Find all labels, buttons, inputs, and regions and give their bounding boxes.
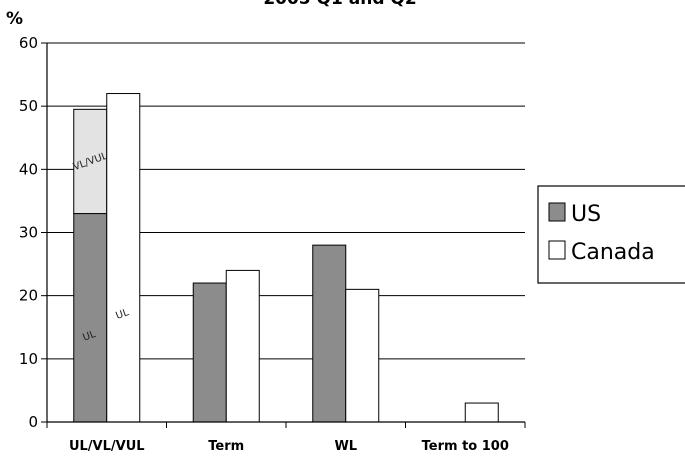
bar-canada-0 [106,93,141,423]
x-axis-labels: UL/VL/VUL Term WL Term to 100 [69,439,509,454]
y-tick-label-50: 50 [19,97,38,115]
bar-us-2 [312,244,347,423]
legend-swatch-us [548,202,566,222]
y-tick-label-0: 0 [28,413,38,431]
legend: US Canada [537,185,685,284]
x-tick-label-2: WL [334,439,357,454]
legend-swatch-canada [548,240,566,260]
bar-canada-1 [225,269,260,423]
legend-label-us: US [571,202,601,227]
bar-canada-2 [345,288,380,423]
y-tick-label-60: 60 [19,34,38,52]
y-tick-label-10: 10 [19,350,38,368]
x-tick-label-3: Term to 100 [422,439,509,454]
y-tick-label-30: 30 [19,224,38,242]
segment-label-ul-canada: UL [114,307,130,322]
bar-us-1 [192,282,227,423]
legend-label-canada: Canada [571,240,655,265]
x-tick-label-1: Term [208,439,244,454]
y-tick-label-20: 20 [19,287,38,305]
y-tick-label-40: 40 [19,160,38,178]
x-tick-label-0: UL/VL/VUL [69,439,145,454]
legend-box [537,185,685,284]
axes [46,43,526,428]
y-axis-ticks: 0 10 20 30 40 50 60 [19,34,47,431]
bar-canada-3 [464,402,499,423]
segment-label-ul-us: UL [81,329,97,344]
chart-title: 2005 Q1 and Q2 [263,0,416,9]
y-axis-unit: % [6,9,23,29]
bar-us-0 [73,213,108,423]
